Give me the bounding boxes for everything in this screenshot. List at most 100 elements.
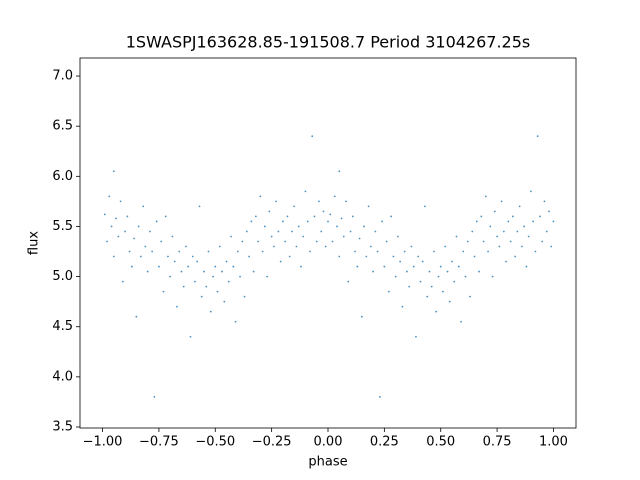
x-tick-label: −0.50	[195, 435, 235, 450]
data-point	[514, 255, 517, 258]
data-point	[530, 190, 532, 193]
x-tick-label: 0.75	[483, 435, 512, 450]
data-point	[257, 240, 260, 243]
x-tick-label: 0.50	[426, 435, 455, 450]
data-point	[374, 230, 377, 233]
data-point	[356, 265, 359, 268]
x-tick-label: −1.00	[83, 435, 123, 450]
data-point	[306, 220, 309, 223]
data-point	[221, 270, 223, 273]
data-point	[430, 285, 433, 288]
data-point	[164, 215, 167, 218]
data-point	[313, 215, 316, 218]
data-point	[460, 320, 462, 323]
data-point	[293, 205, 296, 208]
data-point	[392, 255, 395, 258]
chart-title: 1SWASPJ163628.85-191508.7 Period 3104267…	[126, 33, 531, 52]
data-point	[320, 230, 323, 233]
data-point	[455, 235, 458, 238]
data-point	[185, 245, 187, 248]
data-point	[378, 396, 381, 398]
data-point	[128, 250, 131, 253]
y-tick-label: 3.5	[52, 419, 73, 434]
data-point	[135, 315, 138, 318]
data-point	[327, 220, 329, 223]
data-point	[110, 225, 113, 228]
data-point	[248, 255, 250, 258]
data-point	[376, 250, 379, 253]
data-point	[209, 310, 212, 313]
data-point	[469, 295, 471, 298]
data-point	[277, 230, 280, 233]
data-point	[322, 210, 325, 213]
data-point	[534, 250, 537, 253]
data-point	[302, 235, 305, 238]
data-point	[137, 225, 140, 228]
data-point	[518, 205, 521, 208]
data-point	[466, 240, 469, 243]
data-point	[516, 230, 519, 233]
data-point	[133, 237, 136, 240]
data-point	[232, 265, 235, 268]
data-point	[200, 295, 203, 298]
data-point	[103, 213, 106, 216]
data-point	[471, 230, 474, 233]
data-point	[243, 295, 246, 298]
data-point	[448, 300, 451, 303]
data-point	[342, 235, 345, 238]
data-point	[191, 255, 194, 258]
data-point	[489, 225, 492, 228]
data-point	[124, 230, 126, 233]
data-point	[254, 215, 257, 218]
data-point	[288, 255, 291, 258]
data-point	[511, 215, 514, 218]
data-point	[324, 245, 327, 248]
data-point	[439, 265, 442, 268]
data-point	[396, 235, 399, 238]
data-point	[478, 270, 480, 273]
data-point	[338, 170, 341, 173]
data-point	[189, 335, 192, 338]
data-point	[351, 215, 354, 218]
data-point	[144, 245, 147, 248]
data-point	[119, 200, 122, 203]
data-point	[272, 245, 275, 248]
data-point	[502, 230, 505, 233]
data-point	[428, 270, 431, 273]
data-point	[297, 225, 300, 228]
data-point	[525, 265, 528, 268]
data-point	[475, 220, 478, 223]
data-point	[182, 285, 185, 288]
data-point	[548, 210, 550, 213]
data-point	[345, 200, 347, 203]
data-point	[106, 240, 108, 243]
data-point	[160, 240, 163, 243]
data-point	[433, 250, 435, 253]
data-point	[250, 220, 253, 223]
y-tick-label: 6.0	[52, 169, 73, 184]
data-point	[112, 170, 115, 173]
data-point	[412, 265, 415, 268]
data-point	[245, 230, 248, 233]
data-point	[543, 200, 546, 203]
y-axis-label: flux	[27, 231, 42, 255]
data-point	[487, 250, 489, 253]
data-point	[218, 245, 221, 248]
data-point	[410, 245, 413, 248]
data-point	[446, 270, 449, 273]
data-point	[437, 275, 440, 278]
data-point	[225, 260, 228, 263]
data-point	[176, 305, 178, 308]
data-point	[162, 290, 165, 293]
data-point	[406, 270, 408, 273]
data-point	[187, 265, 190, 268]
plot-frame	[79, 57, 577, 429]
data-point	[158, 265, 160, 268]
data-point	[457, 265, 460, 268]
data-point	[493, 210, 496, 213]
data-point	[464, 275, 467, 278]
data-point	[318, 200, 320, 203]
data-point	[252, 270, 255, 273]
data-point	[259, 195, 262, 198]
